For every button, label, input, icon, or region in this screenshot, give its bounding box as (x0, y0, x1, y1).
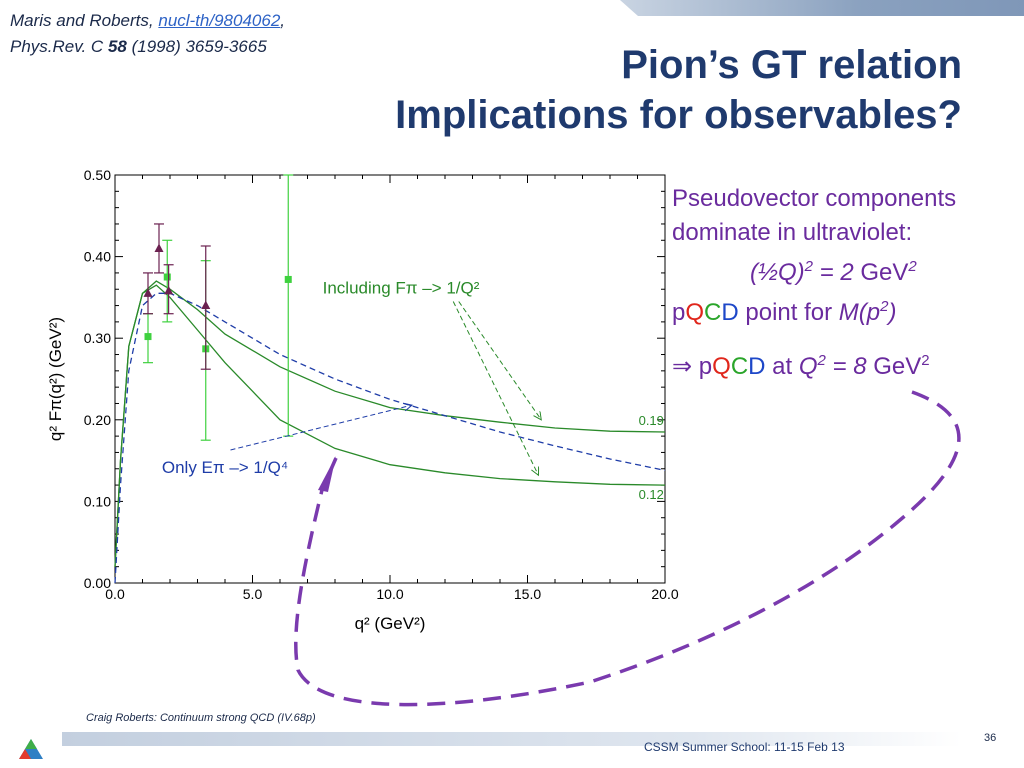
panel-pqcd-point: pQCD point for M(p2) (672, 298, 897, 326)
arrow-including-lower (452, 301, 538, 475)
citation: Maris and Roberts, nucl-th/9804062, Phys… (10, 11, 286, 56)
pion-form-factor-chart: 0.0 5.0 10.0 15.0 20.0 0.00 0.10 0.20 0.30 0.40 0.… (46, 167, 679, 633)
explanation-panel: Pseudovector components dominate in ultr… (672, 182, 1022, 384)
y-tick-label: 0.50 (84, 167, 111, 183)
annotation-including: Including Fπ –> 1/Q² (323, 278, 480, 297)
citation-authors: Maris and Roberts, (10, 11, 154, 30)
page-number: 36 (984, 732, 997, 744)
series-line-2 (114, 292, 666, 584)
arrow-only (230, 405, 413, 451)
footer-school: CSSM Summer School: 11-15 Feb 13 (644, 740, 845, 754)
title-line-2: Implications for observables? (395, 93, 962, 137)
y-axis-label: q² Fπ(q²) (GeV²) (46, 317, 65, 441)
y-tick-label: 0.10 (84, 493, 111, 509)
x-tick-label: 0.0 (105, 586, 125, 602)
x-tick-label: 5.0 (243, 586, 263, 602)
x-axis-label: q² (GeV²) (355, 614, 426, 633)
x-tick-label: 20.0 (651, 586, 678, 602)
lab-logo-icon (19, 739, 43, 759)
top-decor-band (620, 0, 1024, 16)
y-tick-label: 0.20 (84, 412, 111, 428)
annotation-only: Only Eπ –> 1/Q⁴ (162, 458, 288, 477)
panel-pqcd-at: ⇒ pQCD at Q2 = 8 GeV2 (672, 352, 930, 380)
plot-frame (114, 174, 666, 584)
y-tick-label: 0.00 (84, 575, 111, 591)
purple-data-point (164, 285, 174, 295)
panel-equation-1: (½Q)2 = 2 GeV2 (750, 258, 917, 286)
panel-line-1: Pseudovector components (672, 185, 957, 212)
purple-data-point (143, 288, 153, 297)
series-line-0 (114, 280, 666, 567)
purple-data-point (201, 300, 211, 310)
title-line-1: Pion’s GT relation (621, 43, 962, 87)
series-line-1 (114, 284, 666, 567)
purple-data-point (154, 243, 164, 252)
y-tick-label: 0.30 (84, 330, 111, 346)
arxiv-link[interactable]: nucl-th/9804062 (158, 11, 281, 30)
arrow-including-upper (458, 301, 542, 419)
footer-band (62, 732, 962, 746)
implies-icon: ⇒ (672, 353, 699, 380)
green-data-point (163, 273, 171, 281)
slide-title: Pion’s GT relation Implications for obse… (262, 40, 962, 140)
footer-credit: Craig Roberts: Continuum strong QCD (IV.… (86, 712, 316, 724)
citation-volume: 58 (107, 37, 127, 56)
green-data-point (284, 275, 292, 283)
citation-journal: Phys.Rev. C (10, 37, 104, 56)
x-tick-label: 10.0 (376, 586, 403, 602)
y-tick-label: 0.40 (84, 249, 111, 265)
citation-pages: (1998) 3659-3665 (131, 37, 267, 56)
green-data-point (144, 333, 152, 341)
x-tick-label: 15.0 (514, 586, 541, 602)
annotation-019: 0.19 (639, 413, 664, 428)
panel-line-2: dominate in ultraviolet: (672, 219, 913, 246)
annotation-012: 0.12 (639, 487, 664, 502)
